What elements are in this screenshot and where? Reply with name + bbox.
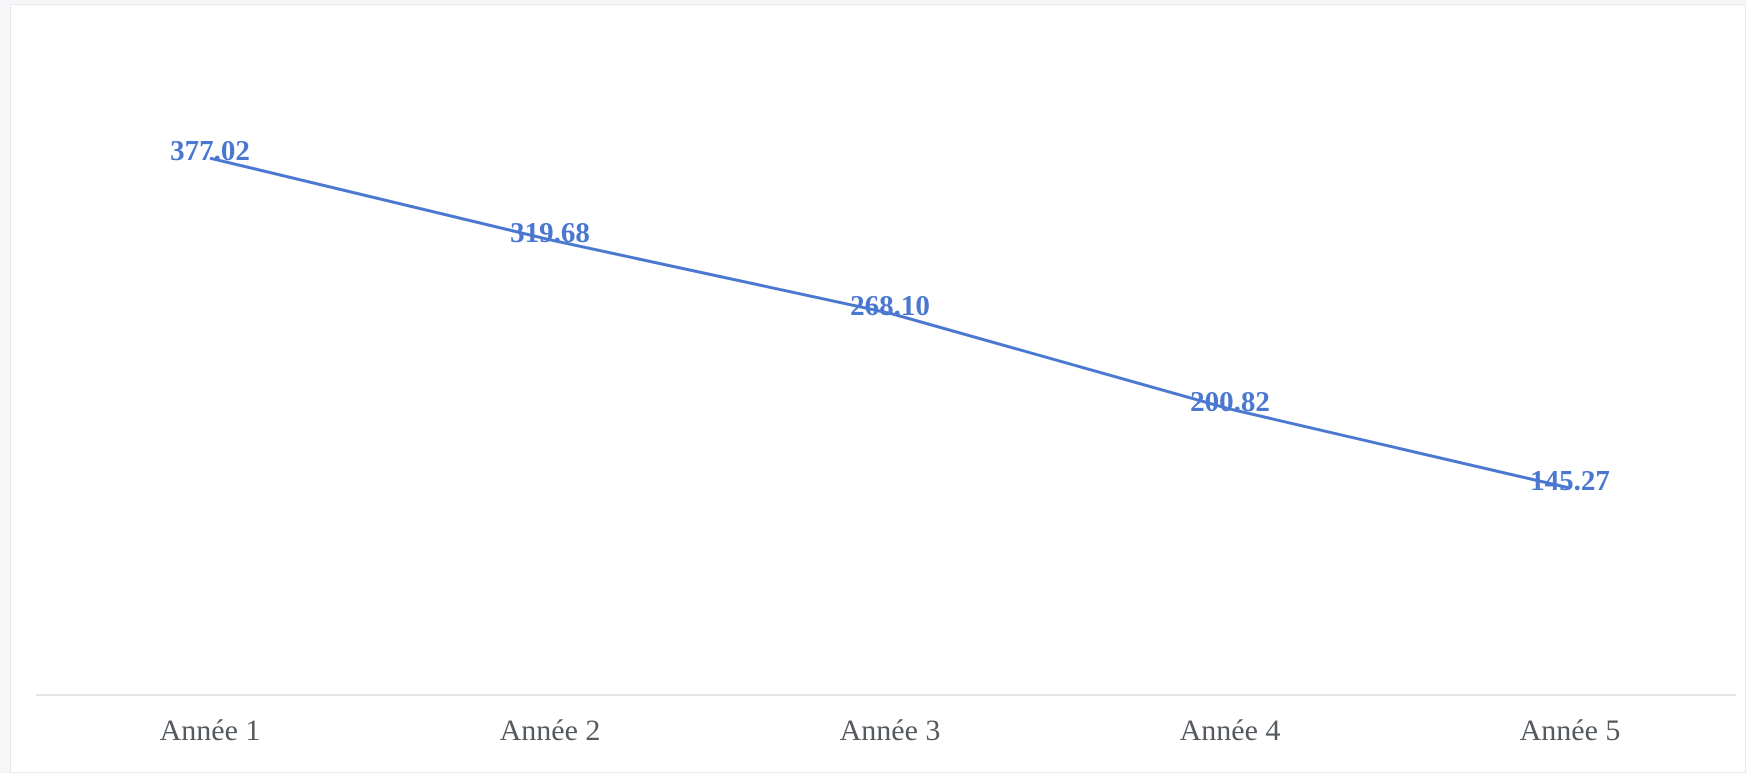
data-label: 145.27 [1530,465,1610,497]
data-label: 377.02 [170,135,250,167]
series-line [209,156,1571,490]
x-tick-label: Année 3 [840,714,941,747]
data-label: 268.10 [850,290,930,322]
x-tick-label: Année 1 [160,714,261,747]
data-label: 319.68 [510,217,590,249]
x-tick-label: Année 5 [1520,714,1621,747]
chart-card [10,4,1746,773]
x-tick-label: Année 2 [500,714,601,747]
data-label: 200.82 [1190,386,1270,418]
x-tick-label: Année 4 [1180,714,1281,747]
